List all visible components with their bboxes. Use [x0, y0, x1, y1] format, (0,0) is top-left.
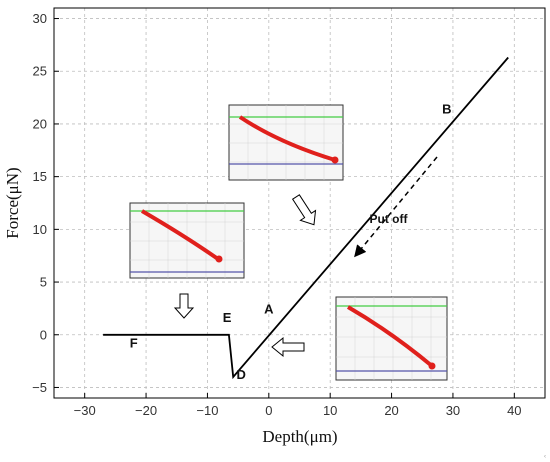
point-labels: A B D E F — [130, 101, 452, 382]
y-tick-label: 5 — [40, 275, 47, 290]
y-axis-ticks: −5 0 5 10 15 20 25 30 — [32, 11, 59, 395]
point-label-a: A — [264, 302, 274, 317]
x-tick-label: −30 — [74, 403, 96, 418]
x-axis-ticks: −30 −20 −10 0 10 20 30 40 — [74, 393, 522, 418]
point-label-b: B — [442, 101, 451, 116]
y-tick-label: 10 — [33, 222, 47, 237]
inset-image-2 — [129, 202, 245, 279]
hollow-arrow-left — [271, 336, 305, 358]
y-axis-title: Force(μN) — [3, 167, 22, 238]
point-label-d: D — [236, 367, 245, 382]
y-tick-label: −5 — [32, 380, 47, 395]
x-tick-label: 20 — [384, 403, 398, 418]
y-gridlines — [54, 18, 545, 388]
x-tick-label: −20 — [135, 403, 157, 418]
inset-image-1 — [228, 104, 344, 181]
y-tick-label: 25 — [33, 64, 47, 79]
put-off-label: Put off — [369, 212, 408, 226]
x-tick-label: 30 — [446, 403, 460, 418]
point-label-f: F — [130, 335, 138, 350]
plot-frame — [53, 7, 546, 399]
corner-mark: ‹ — [544, 454, 546, 460]
x-tick-label: 40 — [507, 403, 521, 418]
inset-image-3 — [335, 296, 448, 381]
y-tick-label: 15 — [33, 169, 47, 184]
x-axis-title: Depth(μm) — [262, 427, 337, 446]
series-line-force-depth — [103, 56, 509, 380]
x-tick-label: −10 — [196, 403, 218, 418]
y-tick-label: 0 — [40, 327, 47, 342]
hollow-arrow-down — [173, 293, 195, 319]
x-tick-label: 10 — [323, 403, 337, 418]
x-tick-label: 0 — [265, 403, 272, 418]
y-tick-label: 20 — [33, 116, 47, 131]
put-off-arrow — [354, 156, 438, 258]
point-label-e: E — [223, 310, 232, 325]
hollow-arrow-down-left — [291, 194, 317, 226]
y-tick-label: 30 — [33, 11, 47, 26]
